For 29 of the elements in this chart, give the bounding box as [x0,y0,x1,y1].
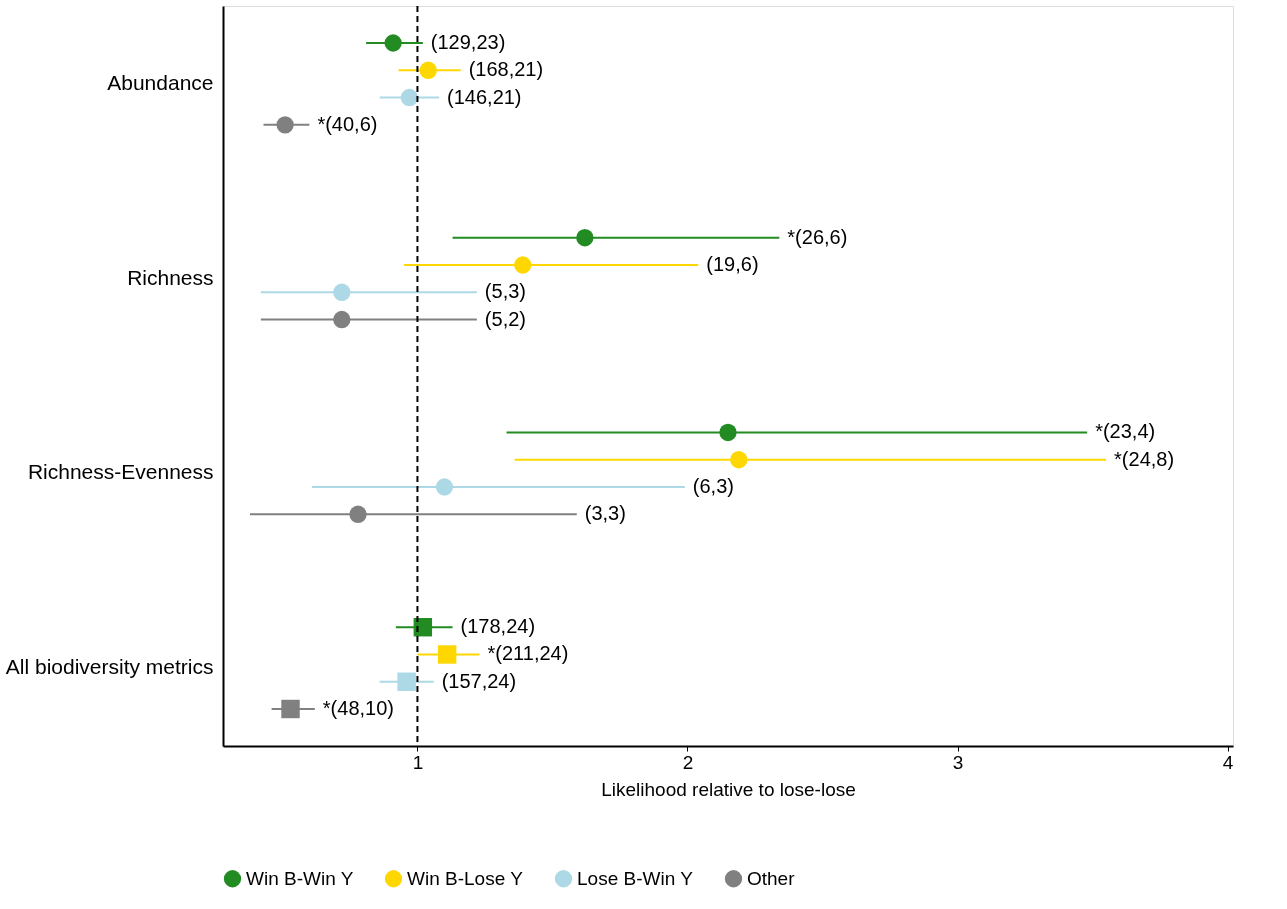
annotation: (3,3) [584,502,626,525]
annotation: (19,6) [706,253,759,275]
annotation: *(23,4) [1095,420,1156,443]
legend-label: Win B-Lose Y [407,867,524,889]
annotation: (6,3) [692,475,734,497]
annotation: *(24,8) [1114,447,1175,470]
annotation: (5,2) [484,307,526,330]
legend-label: Lose B-Win Y [577,867,694,889]
y-tick-label: Richness-Evenness [27,460,214,484]
annotation: (5,3) [484,280,526,303]
annotation: *(48,10) [322,697,394,719]
annotation: *(211,24) [487,642,569,665]
x-axis-title: Likelihood relative to lose-lose [601,778,856,800]
legend-label: Other [747,867,796,889]
x-tick-label: 4 [1222,751,1234,773]
annotation: (178,24) [460,615,536,638]
x-tick-label: 2 [682,751,694,773]
y-tick-label: Richness [127,265,214,289]
x-tick-label: 1 [412,751,424,773]
annotation: *(26,6) [787,225,848,248]
annotation: (168,21) [468,58,544,81]
y-tick-label: All biodiversity metrics [5,655,214,679]
legend-label: Win B-Win Y [246,867,354,889]
x-tick-label: 3 [952,751,964,773]
annotation: (129,23) [430,31,506,53]
y-tick-label: Abundance [107,70,214,94]
annotation: (157,24) [441,669,517,692]
annotation: (146,21) [447,85,522,108]
annotation: *(40,6) [317,112,378,135]
